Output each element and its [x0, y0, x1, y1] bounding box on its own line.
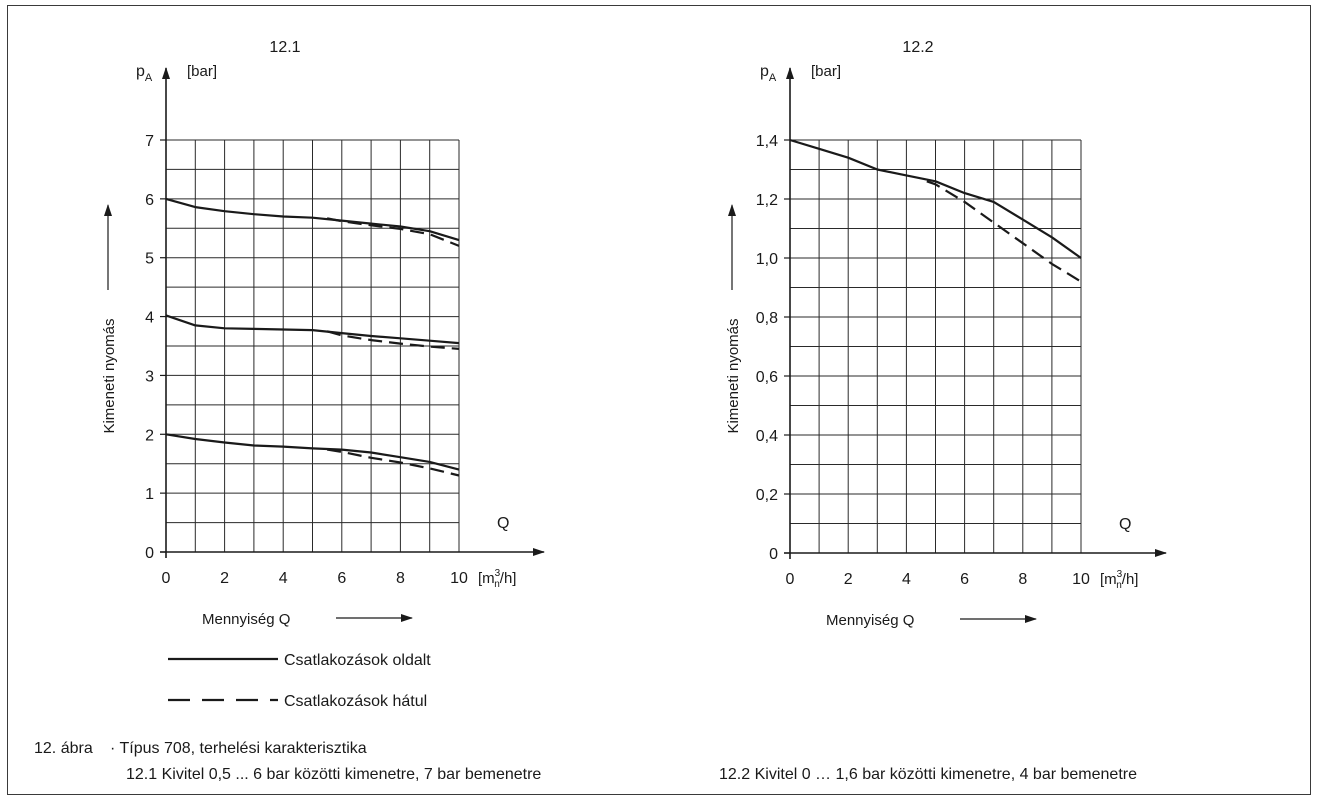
- series-dashed-1: [326, 217, 460, 247]
- x-tick-label: 0: [162, 570, 171, 587]
- y-tick-label: 7: [145, 133, 154, 150]
- y-tick-label: 4: [145, 310, 154, 327]
- series-solid-0: [165, 197, 460, 242]
- y-axis-unit: [bar]: [187, 63, 217, 80]
- y-tick-label: 0,6: [756, 369, 778, 386]
- x-tick-label: 8: [396, 570, 405, 587]
- y-axis-symbol: pA: [136, 63, 153, 84]
- figure-caption-sub-12-1: 12.1 Kivitel 0,5 ... 6 bar közötti kimen…: [126, 766, 542, 783]
- x-tick-label: 4: [902, 571, 911, 588]
- y-axis-symbol: pA: [760, 63, 777, 84]
- y-tick-label: 1,4: [756, 133, 778, 150]
- x-tick-label: 0: [786, 571, 795, 588]
- y-tick-label: 6: [145, 192, 154, 209]
- y-tick-label: 2: [145, 427, 154, 444]
- y-tick-label: 1,2: [756, 192, 778, 209]
- legend: Csatlakozások oldalt Csatlakozások hátul: [168, 652, 431, 710]
- series-solid-2: [165, 314, 460, 345]
- figure-frame: [7, 5, 1311, 795]
- legend-label: Csatlakozások oldalt: [284, 652, 431, 669]
- x-axis-symbol: Q: [497, 515, 509, 532]
- x-tick-label: 10: [450, 570, 468, 587]
- chart-12-2: 0 0,2 0,4 0,6 0,8 1,0 1,2 1,4 0 2 4 6 8 10 12.2 pA [bar]…: [725, 39, 1167, 629]
- figure-caption-title: · Típus 708, terhelési karakterisztika: [110, 740, 367, 757]
- x-axis-label: Mennyiség Q: [202, 611, 290, 628]
- y-tick-label: 0,8: [756, 310, 778, 327]
- chart-title: 12.2: [902, 39, 933, 56]
- y-axis-label: Kimeneti nyomás: [101, 318, 118, 433]
- x-axis-unit: [m3 n/h]: [478, 568, 516, 590]
- x-tick-label: 4: [279, 570, 288, 587]
- series-solid-0: [789, 138, 1082, 259]
- x-tick-label: 2: [220, 570, 229, 587]
- x-tick-label: 10: [1072, 571, 1090, 588]
- y-tick-label: 5: [145, 251, 154, 268]
- figure-caption-sub-12-2: 12.2 Kivitel 0 … 1,6 bar közötti kimenet…: [719, 766, 1137, 783]
- y-axis-unit: [bar]: [811, 63, 841, 80]
- x-axis-label: Mennyiség Q: [826, 612, 914, 629]
- y-tick-label: 0: [769, 546, 778, 563]
- series-dashed-5: [326, 448, 460, 477]
- y-tick-label: 1: [145, 486, 154, 503]
- y-tick-label: 0,2: [756, 487, 778, 504]
- x-axis-symbol: Q: [1119, 516, 1131, 533]
- x-tick-label: 6: [960, 571, 969, 588]
- x-tick-label: 8: [1018, 571, 1027, 588]
- y-tick-label: 1,0: [756, 251, 778, 268]
- y-tick-label: 0,4: [756, 428, 778, 445]
- y-tick-label: 3: [145, 368, 154, 385]
- figure-caption-label: 12. ábra: [34, 740, 93, 757]
- y-tick-label: 0: [145, 545, 154, 562]
- chart-12-1: 0 1 2 3 4 5 6 7 0 2 4 6 8 10 12.1 pA [bar] Kimeneti nyomá…: [101, 39, 545, 628]
- series-dashed-1: [926, 180, 1082, 283]
- x-tick-label: 2: [844, 571, 853, 588]
- series-dashed-3: [326, 330, 460, 350]
- x-tick-label: 6: [337, 570, 346, 587]
- legend-label: Csatlakozások hátul: [284, 693, 427, 710]
- series-solid-4: [165, 433, 460, 471]
- y-axis-label: Kimeneti nyomás: [725, 318, 742, 433]
- chart-title: 12.1: [269, 39, 300, 56]
- x-axis-unit: [m3 n/h]: [1100, 569, 1138, 591]
